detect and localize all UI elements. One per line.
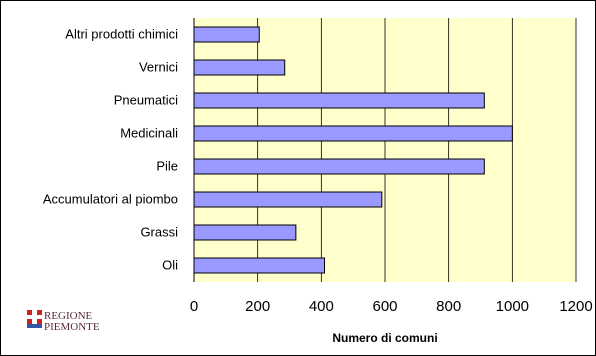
category-label: Altri prodotti chimici [65, 27, 178, 42]
x-tick-label: 400 [309, 298, 334, 315]
bar [193, 191, 383, 208]
category-label: Oli [162, 258, 178, 273]
bar [193, 158, 485, 175]
logo-text-piemonte: PIEMONTE [44, 321, 100, 333]
regione-piemonte-logo: REGIONE PIEMONTE [27, 310, 100, 333]
bar [193, 125, 513, 142]
x-tick-label: 0 [190, 298, 198, 315]
category-label: Vernici [139, 60, 178, 75]
category-label: Accumulatori al piombo [43, 192, 178, 207]
x-tick-label: 600 [372, 298, 397, 315]
category-label: Medicinali [120, 126, 178, 141]
x-tick-label: 1000 [496, 298, 529, 315]
x-tick-labels: 0 200 400 600 800 1000 1200 [190, 298, 593, 315]
bar [193, 59, 286, 76]
category-label: Pile [156, 159, 178, 174]
bar [193, 224, 297, 241]
category-label: Grassi [140, 225, 178, 240]
logo-text-regione: REGIONE [44, 310, 93, 322]
category-labels: Altri prodotti chimici Vernici Pneumatici M… [43, 27, 178, 273]
bar [193, 26, 260, 43]
category-label: Pneumatici [114, 93, 178, 108]
piemonte-flag-icon [27, 310, 42, 328]
bar [193, 257, 326, 274]
x-axis-title: Numero di comuni [332, 331, 437, 345]
x-tick-label: 1200 [559, 298, 592, 315]
x-tick-label: 200 [245, 298, 270, 315]
x-tick-label: 800 [436, 298, 461, 315]
bar [193, 92, 485, 109]
bars [193, 26, 513, 274]
